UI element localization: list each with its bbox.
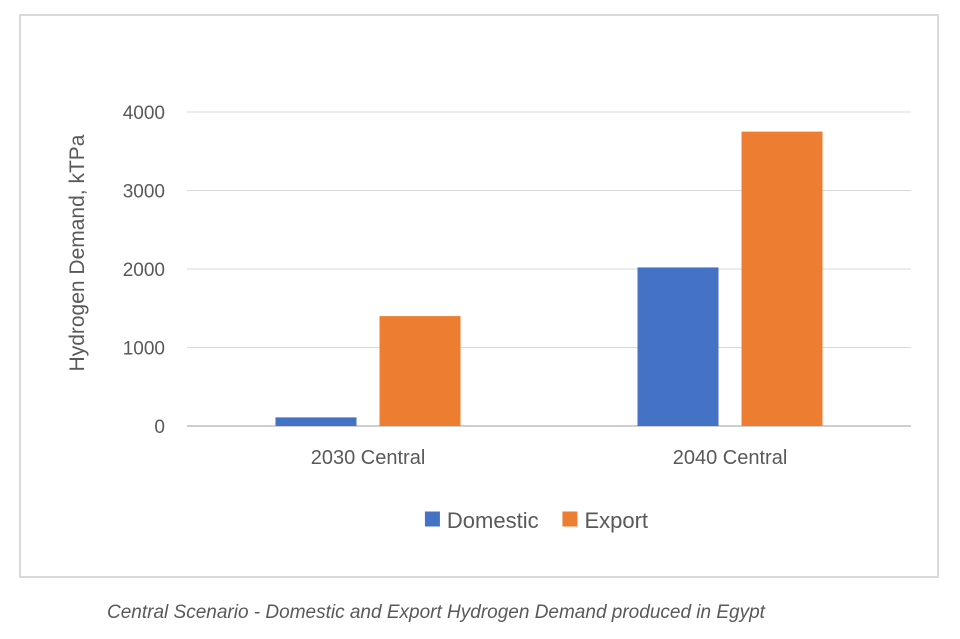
legend-label-export: Export — [584, 508, 648, 533]
bar-export — [741, 131, 823, 426]
legend-swatch-domestic — [424, 511, 440, 527]
bar-domestic — [275, 417, 357, 426]
y-axis-label: Hydrogen Demand, kTPa — [66, 134, 89, 371]
figure-caption: Central Scenario - Domestic and Export H… — [107, 602, 765, 623]
bar-export — [379, 316, 461, 426]
y-tick-label: 1000 — [123, 339, 165, 360]
y-tick-label: 2000 — [123, 260, 165, 281]
bar-domestic — [637, 267, 719, 426]
y-tick-label: 4000 — [123, 103, 165, 124]
x-tick-label: 2030 Central — [311, 447, 426, 469]
y-tick-label: 3000 — [123, 182, 165, 203]
y-tick-label: 0 — [154, 417, 165, 438]
legend-swatch-export — [562, 511, 578, 527]
y-axis-ticks: 0 1000 2000 3000 4000 — [123, 103, 165, 438]
x-tick-label: 2040 Central — [673, 447, 788, 469]
x-axis-ticks: 2030 Central 2040 Central — [311, 447, 788, 469]
legend: Domestic Export — [424, 508, 648, 533]
legend-label-domestic: Domestic — [447, 508, 539, 533]
bars — [275, 131, 823, 426]
